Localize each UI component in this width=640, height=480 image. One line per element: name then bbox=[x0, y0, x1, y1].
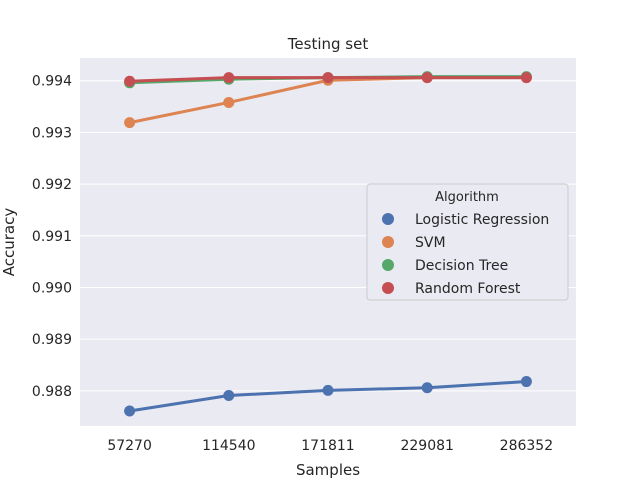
data-point bbox=[421, 382, 433, 394]
series-random-forest bbox=[124, 72, 532, 87]
legend-label: SVM bbox=[415, 235, 446, 251]
x-tick-label: 57270 bbox=[107, 438, 152, 454]
y-tick-label: 0.992 bbox=[32, 177, 72, 193]
data-point bbox=[223, 72, 235, 84]
y-tick-label: 0.989 bbox=[32, 332, 72, 348]
data-point bbox=[124, 117, 136, 129]
data-point bbox=[223, 96, 235, 108]
legend-title: Algorithm bbox=[435, 190, 499, 205]
series-logistic-regression bbox=[124, 376, 532, 417]
legend-marker bbox=[382, 259, 394, 271]
legend-marker bbox=[382, 213, 394, 225]
y-tick-label: 0.991 bbox=[32, 229, 72, 245]
legend: Algorithm Logistic Regression SVM Decision… bbox=[366, 183, 569, 301]
legend-label: Random Forest bbox=[415, 281, 521, 297]
legend-label: Decision Tree bbox=[415, 258, 508, 274]
y-tick-label: 0.990 bbox=[32, 280, 72, 296]
data-point bbox=[322, 72, 334, 84]
data-point bbox=[322, 384, 334, 396]
y-tick-label: 0.994 bbox=[32, 74, 72, 90]
data-point bbox=[124, 405, 136, 417]
data-point bbox=[124, 75, 136, 87]
data-point bbox=[421, 72, 433, 84]
x-tick-label: 171811 bbox=[301, 438, 354, 454]
chart-title: Testing set bbox=[287, 35, 369, 53]
y-tick-label: 0.988 bbox=[32, 384, 72, 400]
legend-box bbox=[366, 183, 569, 301]
legend-label: Logistic Regression bbox=[415, 212, 549, 228]
x-tick-label: 286352 bbox=[500, 438, 553, 454]
data-point bbox=[520, 376, 532, 388]
legend-marker bbox=[382, 282, 394, 294]
y-axis-label: Accuracy bbox=[0, 208, 18, 277]
data-point bbox=[223, 390, 235, 402]
data-point bbox=[520, 72, 532, 84]
y-tick-label: 0.993 bbox=[32, 125, 72, 141]
legend-marker bbox=[382, 236, 394, 248]
series-lines bbox=[124, 71, 532, 417]
x-axis-label: Samples bbox=[296, 461, 360, 479]
legend-items: Logistic Regression SVM Decision Tree Rando… bbox=[382, 212, 549, 297]
y-tick-labels: 0.988 0.989 0.990 0.991 0.992 0.993 0.994 bbox=[32, 74, 72, 400]
x-tick-label: 229081 bbox=[400, 438, 453, 454]
x-tick-label: 114540 bbox=[202, 438, 255, 454]
x-tick-labels: 57270 114540 171811 229081 286352 bbox=[107, 438, 553, 454]
